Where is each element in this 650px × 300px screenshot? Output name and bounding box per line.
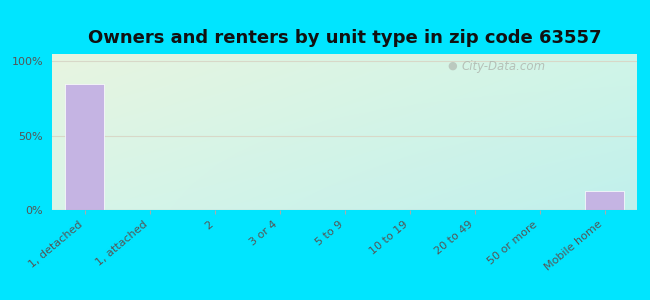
Text: ●: ●: [447, 60, 456, 70]
Text: City-Data.com: City-Data.com: [462, 60, 545, 73]
Title: Owners and renters by unit type in zip code 63557: Owners and renters by unit type in zip c…: [88, 29, 601, 47]
Bar: [65, 84, 104, 210]
Bar: [585, 191, 624, 210]
